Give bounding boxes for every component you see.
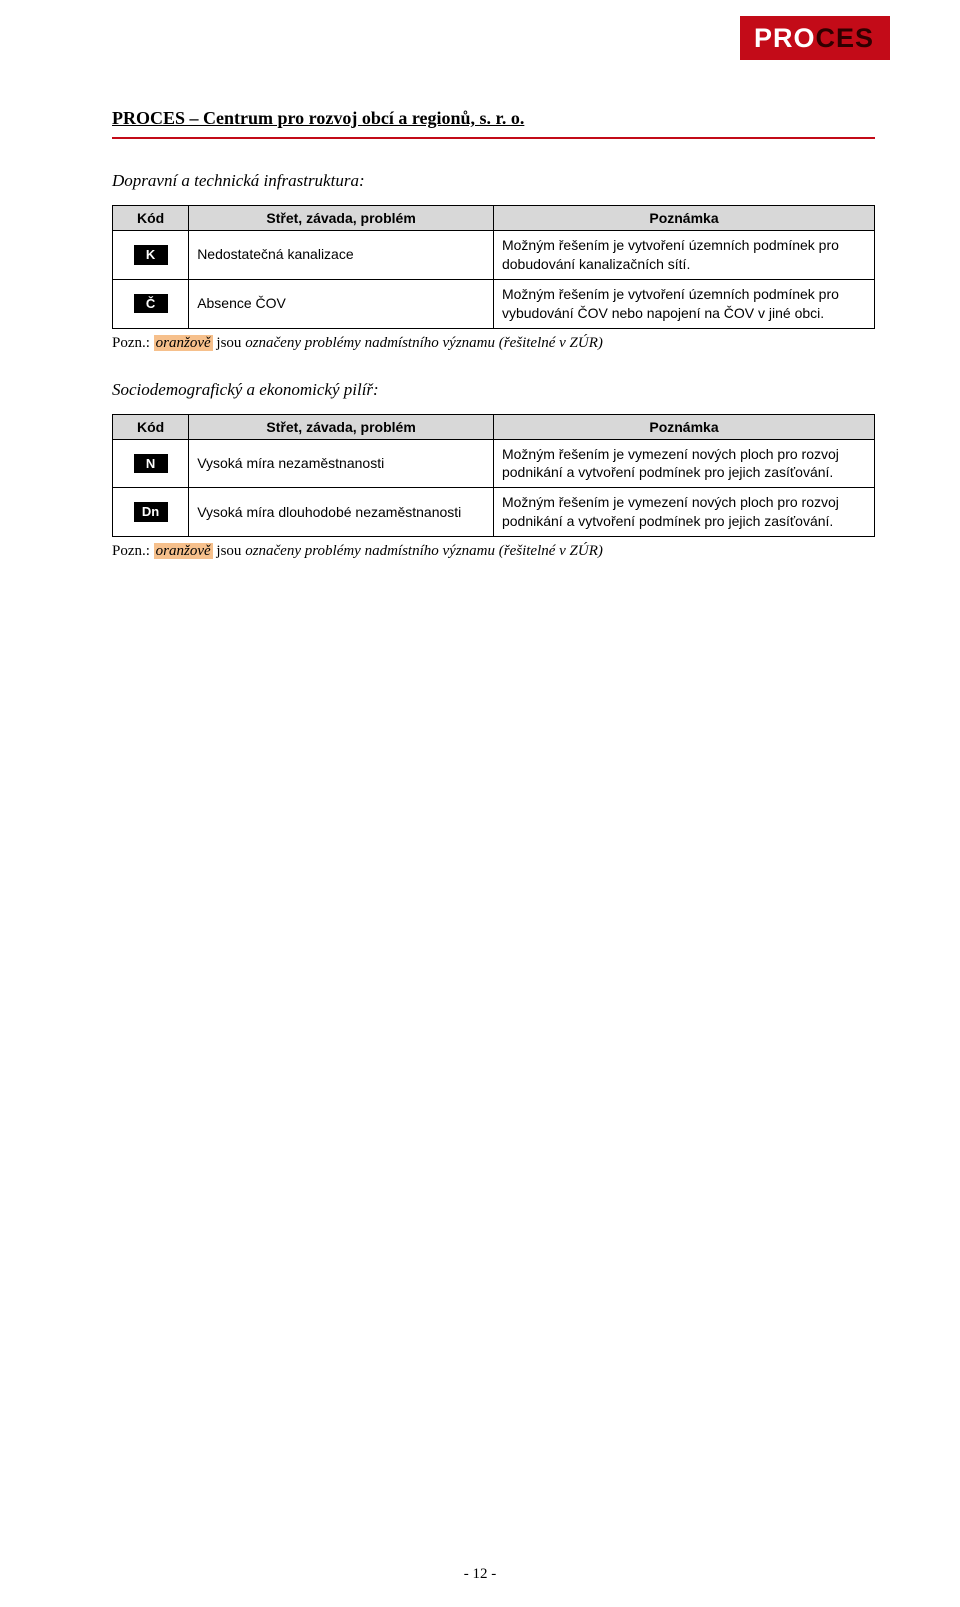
kod-badge: Č — [134, 294, 168, 314]
col-note: Poznámka — [493, 414, 874, 439]
table-header-row: Kód Střet, závada, problém Poznámka — [113, 206, 875, 231]
col-problem: Střet, závada, problém — [189, 414, 494, 439]
table-footnote: Pozn.: oranžově jsou označeny problémy n… — [112, 335, 875, 352]
kod-badge: K — [134, 245, 168, 265]
table-row: Č Absence ČOV Možným řešením je vytvořen… — [113, 279, 875, 328]
brand-logo: PROCES — [740, 16, 890, 60]
cell-kod: N — [113, 439, 189, 488]
col-problem: Střet, závada, problém — [189, 206, 494, 231]
cell-problem: Vysoká míra nezaměstnanosti — [189, 439, 494, 488]
table-sociodemographic: Kód Střet, závada, problém Poznámka N Vy… — [112, 414, 875, 538]
title-underline — [112, 137, 875, 139]
table-header-row: Kód Střet, závada, problém Poznámka — [113, 414, 875, 439]
kod-badge: Dn — [134, 502, 168, 522]
col-kod: Kód — [113, 206, 189, 231]
table-infrastructure: Kód Střet, závada, problém Poznámka K Ne… — [112, 205, 875, 329]
cell-problem: Absence ČOV — [189, 279, 494, 328]
section-heading: Sociodemografický a ekonomický pilíř: — [112, 380, 875, 400]
cell-kod: K — [113, 231, 189, 280]
logo-left: PRO — [754, 23, 816, 54]
table-row: K Nedostatečná kanalizace Možným řešením… — [113, 231, 875, 280]
cell-kod: Č — [113, 279, 189, 328]
footnote-mid: jsou — [213, 543, 246, 559]
table-footnote: Pozn.: oranžově jsou označeny problémy n… — [112, 543, 875, 560]
cell-problem: Vysoká míra dlouhodobé nezaměstnanosti — [189, 488, 494, 537]
col-kod: Kód — [113, 414, 189, 439]
footnote-prefix: Pozn.: — [112, 335, 150, 351]
col-note: Poznámka — [493, 206, 874, 231]
page-number: - 12 - — [0, 1566, 960, 1583]
table-row: N Vysoká míra nezaměstnanosti Možným řeš… — [113, 439, 875, 488]
cell-problem: Nedostatečná kanalizace — [189, 231, 494, 280]
logo-right: CES — [816, 23, 875, 54]
section-heading: Dopravní a technická infrastruktura: — [112, 171, 875, 191]
cell-note: Možným řešením je vytvoření územních pod… — [493, 231, 874, 280]
page: PROCES PROCES – Centrum pro rozvoj obcí … — [0, 0, 960, 1607]
kod-badge: N — [134, 454, 168, 474]
table-row: Dn Vysoká míra dlouhodobé nezaměstnanost… — [113, 488, 875, 537]
footnote-highlight: oranžově — [154, 543, 213, 559]
footnote-prefix: Pozn.: — [112, 543, 150, 559]
footnote-highlight: oranžově — [154, 335, 213, 351]
cell-kod: Dn — [113, 488, 189, 537]
footnote-mid: jsou — [213, 335, 246, 351]
cell-note: Možným řešením je vymezení nových ploch … — [493, 439, 874, 488]
cell-note: Možným řešením je vymezení nových ploch … — [493, 488, 874, 537]
cell-note: Možným řešením je vytvoření územních pod… — [493, 279, 874, 328]
footnote-rest: označeny problémy nadmístního významu (ř… — [245, 335, 603, 351]
footnote-rest: označeny problémy nadmístního významu (ř… — [245, 543, 603, 559]
